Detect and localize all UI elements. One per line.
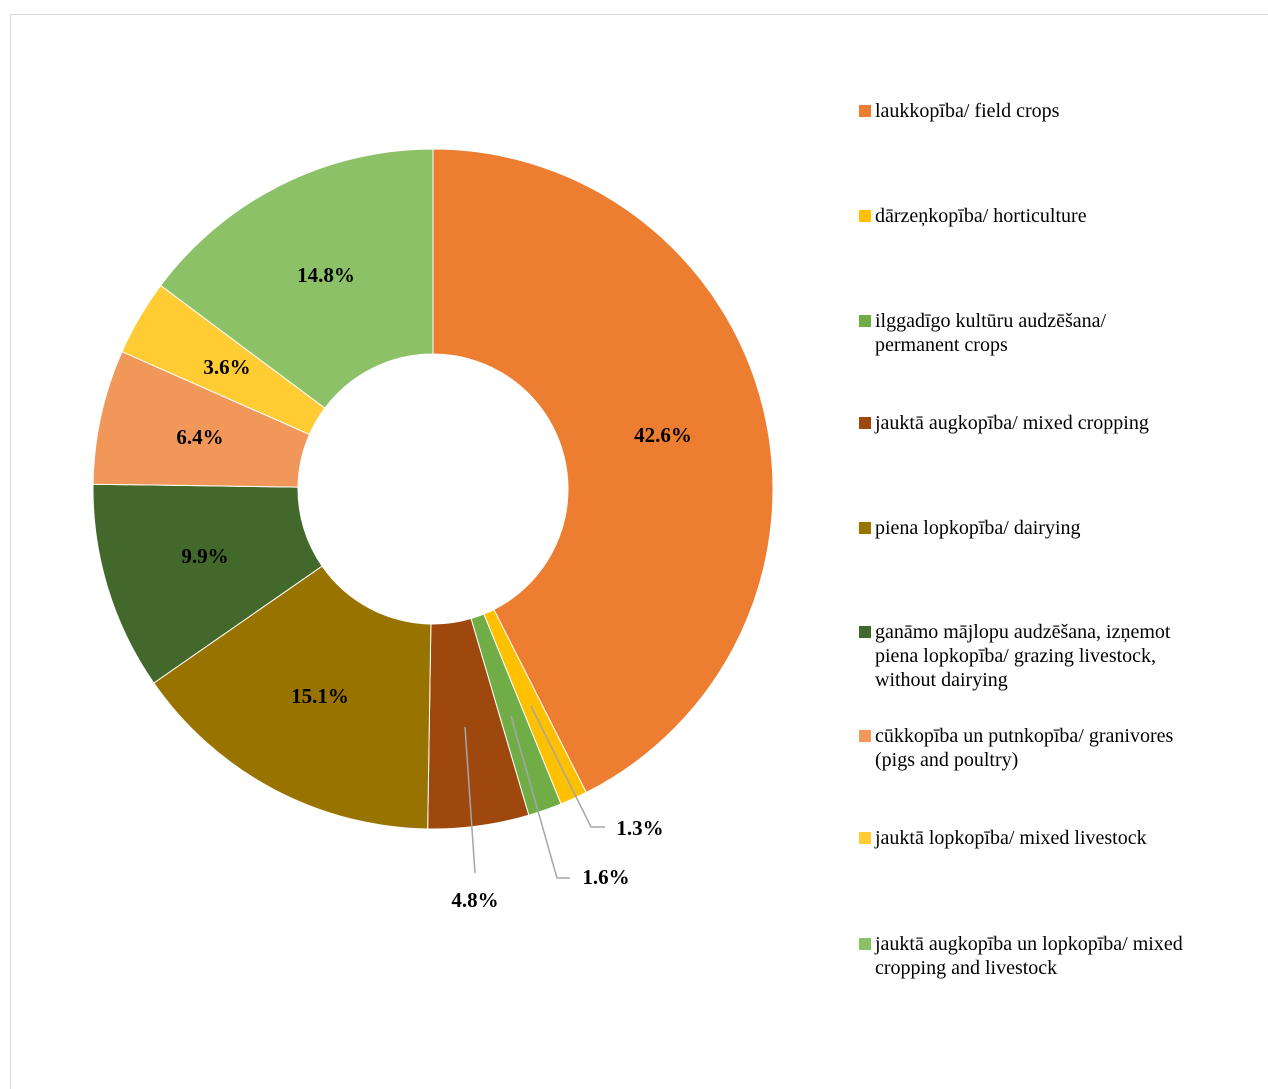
legend-swatch: [859, 210, 871, 222]
leader-line-3: [510, 715, 570, 879]
legend-swatch: [859, 105, 871, 117]
data-label-6: 9.9%: [181, 544, 228, 568]
data-label-1: 42.6%: [634, 423, 692, 447]
legend-item: piena lopkopība/ dairying: [859, 516, 1259, 540]
legend-label-line: dārzeņkopība/ horticulture: [875, 205, 1087, 227]
data-label-2: 1.3%: [616, 816, 663, 840]
data-label-7: 6.4%: [176, 425, 223, 449]
legend-item: ganāmo mājlopu audzēšana, izņemot piena l…: [859, 620, 1259, 692]
donut-slice-6: [92, 483, 323, 684]
legend-label-line: ganāmo mājlopu audzēšana, izņemot: [875, 621, 1171, 643]
legend-item: laukkopība/ field crops: [859, 99, 1259, 123]
data-label-8: 3.6%: [203, 355, 250, 379]
legend-label: cūkkopība un putnkopība/ granivores (pigs…: [875, 724, 1259, 772]
legend-label: piena lopkopība/ dairying: [875, 516, 1259, 540]
donut-slice-5: [153, 565, 432, 830]
data-labels: 42.6% 1.3% 1.6% 4.8% 15.1% 9.9% 6.4% 3.6% 14.8%: [176, 263, 692, 912]
chart-frame: [10, 14, 1268, 1089]
data-label-3: 1.6%: [582, 865, 629, 889]
legend-label-line: cūkkopība un putnkopība/ granivores: [875, 725, 1174, 747]
donut-slice-9: [159, 148, 434, 409]
legend-swatch: [859, 417, 871, 429]
legend-label-line: piena lopkopība/ dairying: [875, 517, 1081, 539]
legend-swatch: [859, 522, 871, 534]
legend-label-line: cropping and livestock: [875, 957, 1058, 979]
legend-label: ilggadīgo kultūru audzēšana/permanent cr…: [875, 309, 1259, 357]
legend-swatch: [859, 730, 871, 742]
legend-label: jauktā lopkopība/ mixed livestock: [875, 826, 1259, 850]
legend-label: dārzeņkopība/ horticulture: [875, 204, 1259, 228]
legend-item: ilggadīgo kultūru audzēšana/permanent cr…: [859, 309, 1259, 357]
legend-swatch: [859, 626, 871, 638]
leader-lines: [464, 705, 605, 879]
legend-label-line: jauktā lopkopība/ mixed livestock: [875, 827, 1147, 849]
legend-label: jauktā augkopība/ mixed cropping: [875, 411, 1259, 435]
legend-swatch: [859, 832, 871, 844]
legend-label-line: jauktā augkopība/ mixed cropping: [875, 412, 1149, 434]
leader-line-4: [464, 726, 476, 874]
legend-label: laukkopība/ field crops: [875, 99, 1259, 123]
legend-label-line: laukkopība/ field crops: [875, 100, 1060, 122]
legend-item: dārzeņkopība/ horticulture: [859, 204, 1259, 228]
leader-line-2: [530, 705, 605, 828]
data-label-4: 4.8%: [451, 888, 498, 912]
data-label-9: 14.8%: [297, 263, 355, 287]
legend-label-line: ilggadīgo kultūru audzēšana/: [875, 310, 1107, 332]
donut-slice-1: [432, 148, 774, 794]
legend-item: jauktā augkopība un lopkopība/ mixed crop…: [859, 932, 1259, 980]
legend-label: jauktā augkopība un lopkopība/ mixed crop…: [875, 932, 1259, 980]
legend-swatch: [859, 315, 871, 327]
data-label-5: 15.1%: [291, 684, 349, 708]
donut-slices: [92, 148, 774, 830]
legend-label-line: permanent crops: [875, 334, 1008, 356]
legend-label-line: (pigs and poultry): [875, 749, 1019, 771]
legend-label-line: jauktā augkopība un lopkopība/ mixed: [875, 933, 1183, 955]
legend-swatch: [859, 938, 871, 950]
legend-label-line: without dairying: [875, 669, 1008, 691]
legend-label-line: piena lopkopība/ grazing livestock,: [875, 645, 1157, 667]
legend-item: jauktā lopkopība/ mixed livestock: [859, 826, 1259, 850]
legend-item: jauktā augkopība/ mixed cropping: [859, 411, 1259, 435]
legend-item: cūkkopība un putnkopība/ granivores (pigs…: [859, 724, 1259, 772]
legend-label: ganāmo mājlopu audzēšana, izņemot piena l…: [875, 620, 1259, 692]
